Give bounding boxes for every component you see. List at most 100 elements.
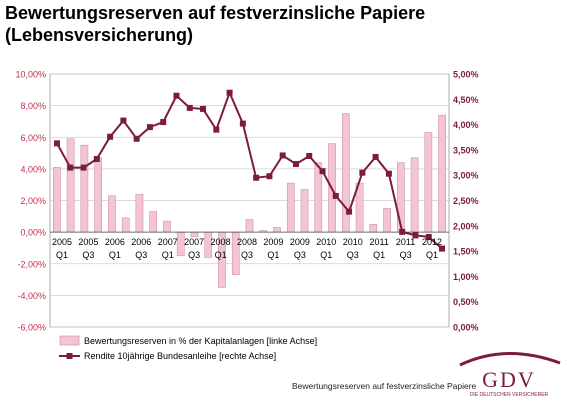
line-marker [133, 135, 140, 142]
line-marker [146, 124, 153, 131]
logo-arc-icon [459, 351, 561, 367]
line-marker [253, 174, 260, 181]
gdv-logo: GDV DIE DEUTSCHEN VERSICHERER [459, 351, 561, 398]
line-marker [319, 168, 326, 175]
x-tick-label-year: 2005 [78, 237, 98, 247]
x-tick-label-year: 2010 [316, 237, 336, 247]
bar [273, 227, 281, 233]
line-marker [385, 170, 392, 177]
x-tick-label-quarter: Q3 [400, 250, 412, 260]
line-marker [412, 232, 419, 239]
y-right-tick-label: 1,50% [453, 247, 479, 257]
x-axis-labels: 2005 Q1 2005 Q3 2006 Q1 2006 Q3 2007 Q1 2007 Q3 2008… [52, 237, 442, 260]
x-tick-label-year: 2007 [158, 237, 178, 247]
footer-caption: Bewertungsreserven auf festverzinsliche … [292, 381, 477, 391]
line-marker [306, 152, 313, 159]
line-marker [107, 133, 114, 140]
gridlines [50, 73, 449, 328]
x-tick-label-quarter: Q3 [294, 250, 306, 260]
x-tick-label-year: 2011 [396, 237, 415, 247]
y-axis-right: 5,00% 4,50% 4,00% 3,50% 3,00% 2,50% 2,00% 1,50%… [453, 70, 479, 333]
x-tick-label-year: 2009 [263, 237, 283, 247]
bar [383, 208, 391, 233]
x-tick-label-quarter: Q1 [215, 250, 227, 260]
y-right-tick-label: 2,00% [453, 221, 479, 231]
legend-line-marker [66, 353, 73, 359]
x-tick-label-quarter: Q1 [162, 250, 174, 260]
y-left-tick-label: 6,00% [20, 133, 46, 143]
legend-bar-swatch [59, 335, 80, 346]
y-right-tick-label: 3,00% [453, 171, 479, 181]
bar [121, 217, 130, 233]
bar [135, 193, 144, 233]
bar [369, 223, 378, 233]
line-marker [292, 161, 299, 168]
x-tick-label-quarter: Q1 [373, 250, 385, 260]
bar [94, 157, 102, 233]
line-marker [93, 156, 100, 163]
line-marker [425, 233, 432, 240]
y-right-tick-label: 3,50% [453, 145, 479, 155]
y-right-tick-label: 0,50% [453, 297, 479, 307]
x-tick-label-year: 2009 [290, 237, 310, 247]
line-marker [239, 120, 246, 127]
line-marker [186, 104, 193, 111]
chart-title: Bewertungsreserven auf festverzinsliche … [5, 2, 475, 46]
line-marker [372, 153, 379, 160]
y-left-tick-label: 0,00% [20, 228, 46, 238]
line-marker [213, 126, 220, 133]
y-left-tick-label: 8,00% [20, 101, 46, 111]
x-tick-label-year: 2006 [131, 237, 151, 247]
x-tick-label-quarter: Q1 [56, 250, 68, 260]
x-tick-label-year: 2010 [343, 237, 363, 247]
x-tick-label-year: 2007 [184, 237, 204, 247]
y-left-tick-label: 10,00% [15, 70, 46, 80]
x-tick-label-quarter: Q3 [135, 250, 147, 260]
title-line-2: (Lebensversicherung) [5, 25, 194, 45]
legend-line-label: Rendite 10jährige Bundesanleihe [rechte … [84, 351, 276, 361]
title-line-1: Bewertungsreserven auf festverzinsliche … [5, 3, 426, 23]
x-tick-label-year: 2012 [422, 237, 442, 247]
bar [438, 114, 446, 233]
bar [163, 220, 171, 233]
logo-subtext: DIE DEUTSCHEN VERSICHERER [470, 392, 549, 398]
x-tick-label-quarter: Q1 [267, 250, 279, 260]
bar [424, 132, 433, 233]
y-axis-left: 10,00% 8,00% 6,00% 4,00% 2,00% 0,00% -2,00% -4,… [15, 70, 46, 333]
bar [300, 189, 309, 233]
x-tick-label-quarter: Q1 [426, 250, 438, 260]
x-tick-label-quarter: Q3 [188, 250, 200, 260]
y-right-tick-label: 4,50% [453, 95, 479, 105]
bar [149, 211, 158, 233]
y-right-tick-label: 5,00% [453, 70, 479, 80]
bar [245, 219, 254, 233]
line-marker [226, 89, 233, 96]
line-marker [359, 169, 366, 176]
line-marker [80, 164, 87, 171]
bar [80, 144, 89, 233]
line-marker [173, 92, 180, 99]
line-marker [54, 140, 60, 147]
line-marker [67, 164, 74, 171]
line-marker [399, 228, 406, 235]
bar [53, 167, 61, 233]
x-tick-label-quarter: Q1 [109, 250, 121, 260]
y-right-tick-label: 2,50% [453, 196, 479, 206]
y-left-tick-label: 2,00% [20, 196, 46, 206]
line-marker [266, 173, 273, 180]
line-marker [332, 192, 339, 199]
y-left-tick-label: -2,00% [17, 259, 46, 269]
y-right-tick-label: 0,00% [453, 323, 479, 333]
bar [66, 138, 75, 233]
y-right-tick-label: 1,00% [453, 272, 479, 282]
line-marker [120, 117, 127, 124]
x-tick-label-year: 2005 [52, 237, 72, 247]
x-tick-label-year: 2008 [211, 237, 231, 247]
line-marker [439, 245, 445, 252]
logo-text: GDV [482, 367, 536, 392]
line-marker [200, 105, 207, 112]
x-tick-label-quarter: Q3 [347, 250, 359, 260]
y-right-tick-label: 4,00% [453, 120, 479, 130]
legend: Bewertungsreserven in % der Kapitalanlag… [59, 335, 317, 361]
